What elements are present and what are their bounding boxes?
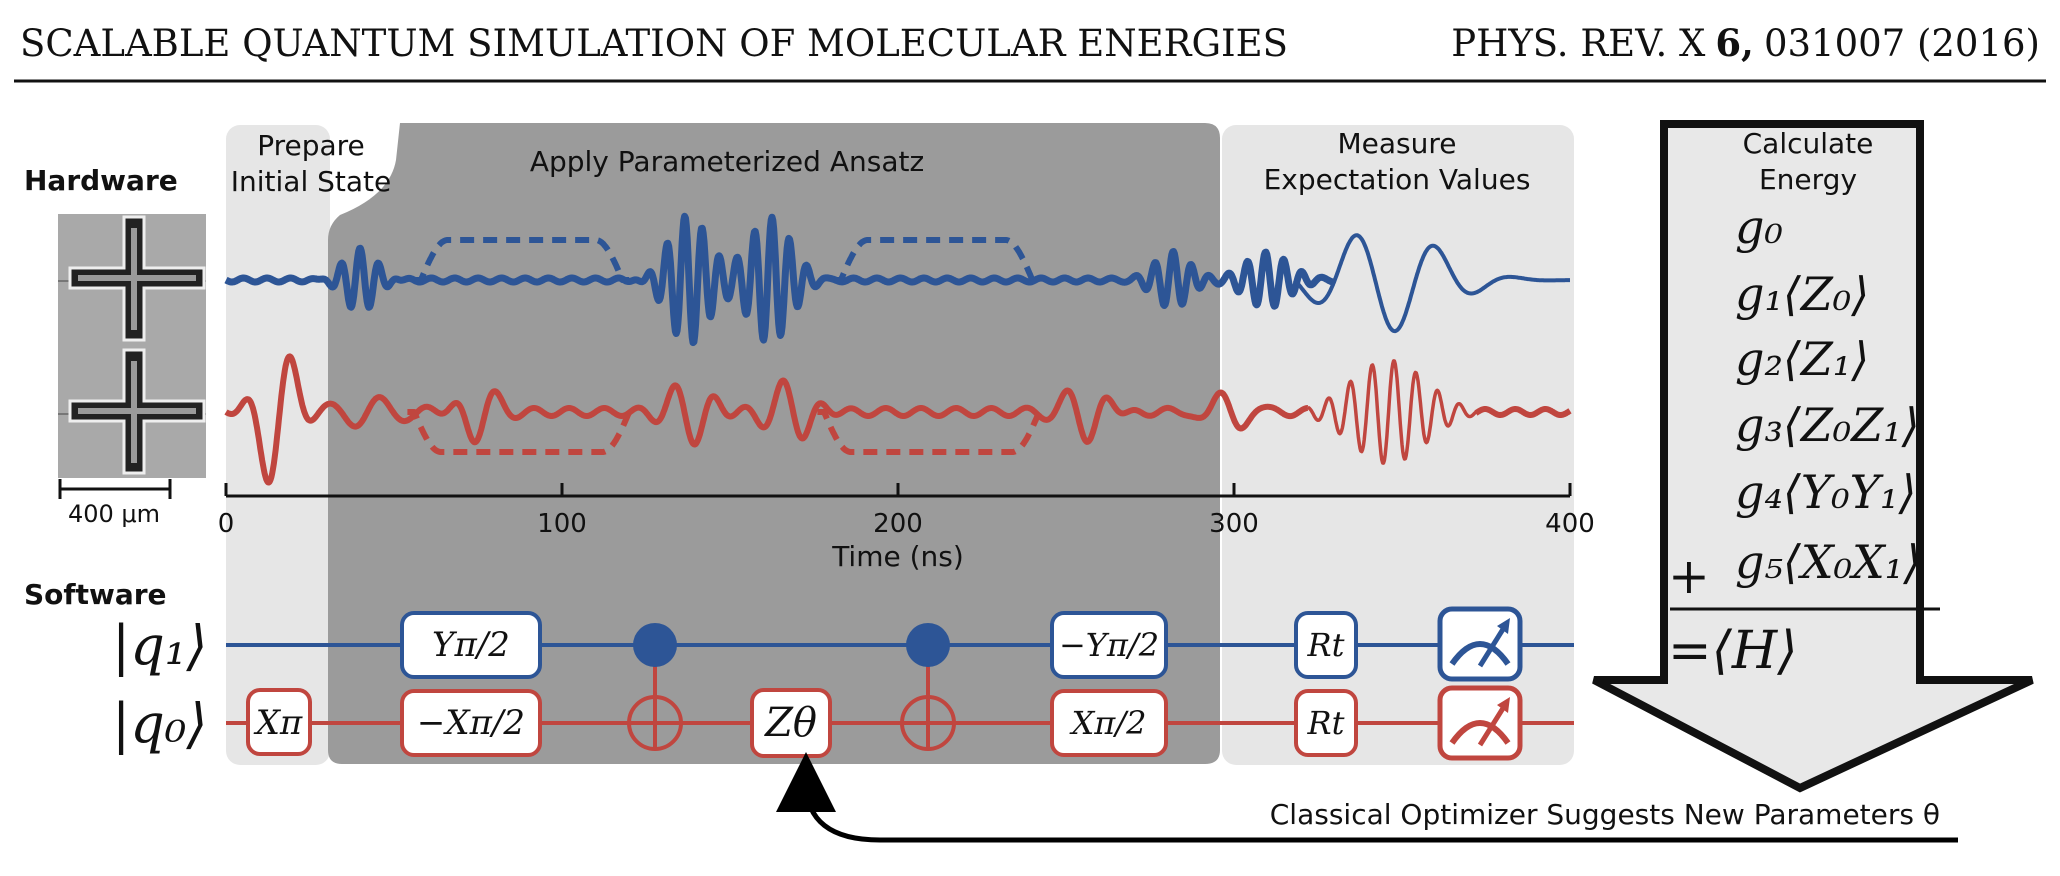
pulse-q1-readout (1293, 233, 1572, 334)
prepare-title-line1: Prepare (257, 129, 365, 162)
gate-x-pi2 (1050, 689, 1168, 757)
gate-rt-q0-label: Rt (1307, 704, 1345, 742)
header-citation: PHYS. REV. X 6, 031007 (2016) (1451, 21, 2040, 65)
pulse-q0-readout (1307, 359, 1478, 465)
control-dot-1 (633, 623, 677, 667)
qubit-chip-image (58, 214, 206, 478)
gate-rt-q1 (1294, 611, 1358, 679)
gate-x-pi (246, 688, 312, 756)
feedback-label: Classical Optimizer Suggests New Paramet… (1270, 798, 1940, 831)
pulse-q1-envelope-2 (832, 237, 1042, 283)
energy-terms: g₀ g₁⟨Z₀⟩ g₂⟨Z₁⟩ g₃⟨Z₀Z₁⟩ g₄⟨Y₀Y₁⟩ g₅⟨X₀X₁⟩ (1735, 200, 1921, 589)
header-page-year: 031007 (2016) (1764, 22, 2040, 65)
meter-icon-q0 (1437, 685, 1523, 761)
pulse-q0-tail (1473, 406, 1573, 418)
gate-minus-x-pi2 (400, 689, 542, 757)
gate-minus-y-pi2-label: −Yπ/2 (1059, 626, 1159, 664)
energy-result: =⟨H⟩ (1668, 621, 1798, 681)
feedback-arrow (776, 752, 1958, 843)
header-journal: PHYS. REV. X (1451, 22, 1706, 65)
cnot-gate-2 (900, 623, 956, 751)
tick-label: 400 (1545, 509, 1595, 539)
tick-label: 300 (1209, 509, 1259, 539)
transmon-cross-upper (68, 215, 206, 342)
tick-label: 0 (218, 509, 235, 539)
pulse-q1-drive (223, 212, 1338, 347)
gate-y-pi2 (400, 611, 542, 679)
gate-rt-q1-label: Rt (1307, 626, 1345, 664)
energy-title-line2: Energy (1759, 163, 1857, 196)
energy-term: g₂⟨Z₁⟩ (1735, 332, 1869, 386)
pulse-q0-flux-1 (405, 409, 639, 455)
energy-term: g₄⟨Y₀Y₁⟩ (1735, 465, 1916, 519)
energy-arrow (1592, 120, 2034, 793)
energy-term: g₁⟨Z₀⟩ (1735, 267, 1869, 321)
software-label: Software (24, 578, 167, 611)
gate-minus-y-pi2 (1050, 611, 1168, 679)
gate-x-pi-label: Xπ (253, 703, 303, 743)
scale-bar (58, 479, 172, 499)
time-axis-label: Time (ns) (831, 540, 964, 573)
cnot-gate-1 (627, 623, 683, 751)
tick-label: 200 (873, 509, 923, 539)
qubit0-label: |q₀⟩ (112, 692, 207, 755)
control-dot-2 (906, 623, 950, 667)
meter-icon-q1 (1437, 606, 1523, 682)
header-title: SCALABLE QUANTUM SIMULATION OF MOLECULAR… (20, 22, 1288, 65)
header-volume: 6, (1715, 21, 1754, 65)
energy-term: g₀ (1735, 200, 1783, 254)
ansatz-title: Apply Parameterized Ansatz (530, 145, 924, 178)
scale-bar-label: 400 μm (68, 500, 160, 528)
energy-plus-sign: + (1668, 547, 1710, 605)
energy-term: g₃⟨Z₀Z₁⟩ (1735, 398, 1920, 452)
gate-y-pi2-label: Yπ/2 (432, 625, 510, 665)
gate-z-theta-label: Zθ (763, 700, 817, 746)
pulse-traces (223, 212, 1573, 486)
hardware-label: Hardware (24, 164, 178, 197)
prepare-title-line2: Initial State (231, 165, 392, 198)
measure-title-line1: Measure (1338, 127, 1457, 160)
gate-x-pi2-label: Xπ/2 (1069, 704, 1147, 742)
qubit1-label: |q₁⟩ (112, 614, 207, 677)
pulse-q0-flux-2 (815, 409, 1048, 455)
gate-minus-x-pi2-label: −Xπ/2 (417, 703, 525, 743)
transmon-cross-lower (68, 348, 206, 475)
ansatz-panel (328, 123, 1220, 764)
pulse-q1-envelope-1 (412, 237, 632, 283)
measure-title-line2: Expectation Values (1264, 163, 1531, 196)
energy-term: g₅⟨X₀X₁⟩ (1735, 535, 1921, 589)
quantum-circuit: |q₁⟩ |q₀⟩ Xπ Yπ/2 −Xπ/2 Zθ (112, 606, 1574, 761)
pulse-q0-drive (223, 353, 1311, 486)
gate-rt-q0 (1294, 689, 1358, 757)
time-axis-ticks: 0 100 200 300 400 (218, 483, 1595, 539)
tick-label: 100 (537, 509, 587, 539)
energy-title-line1: Calculate (1743, 127, 1874, 160)
